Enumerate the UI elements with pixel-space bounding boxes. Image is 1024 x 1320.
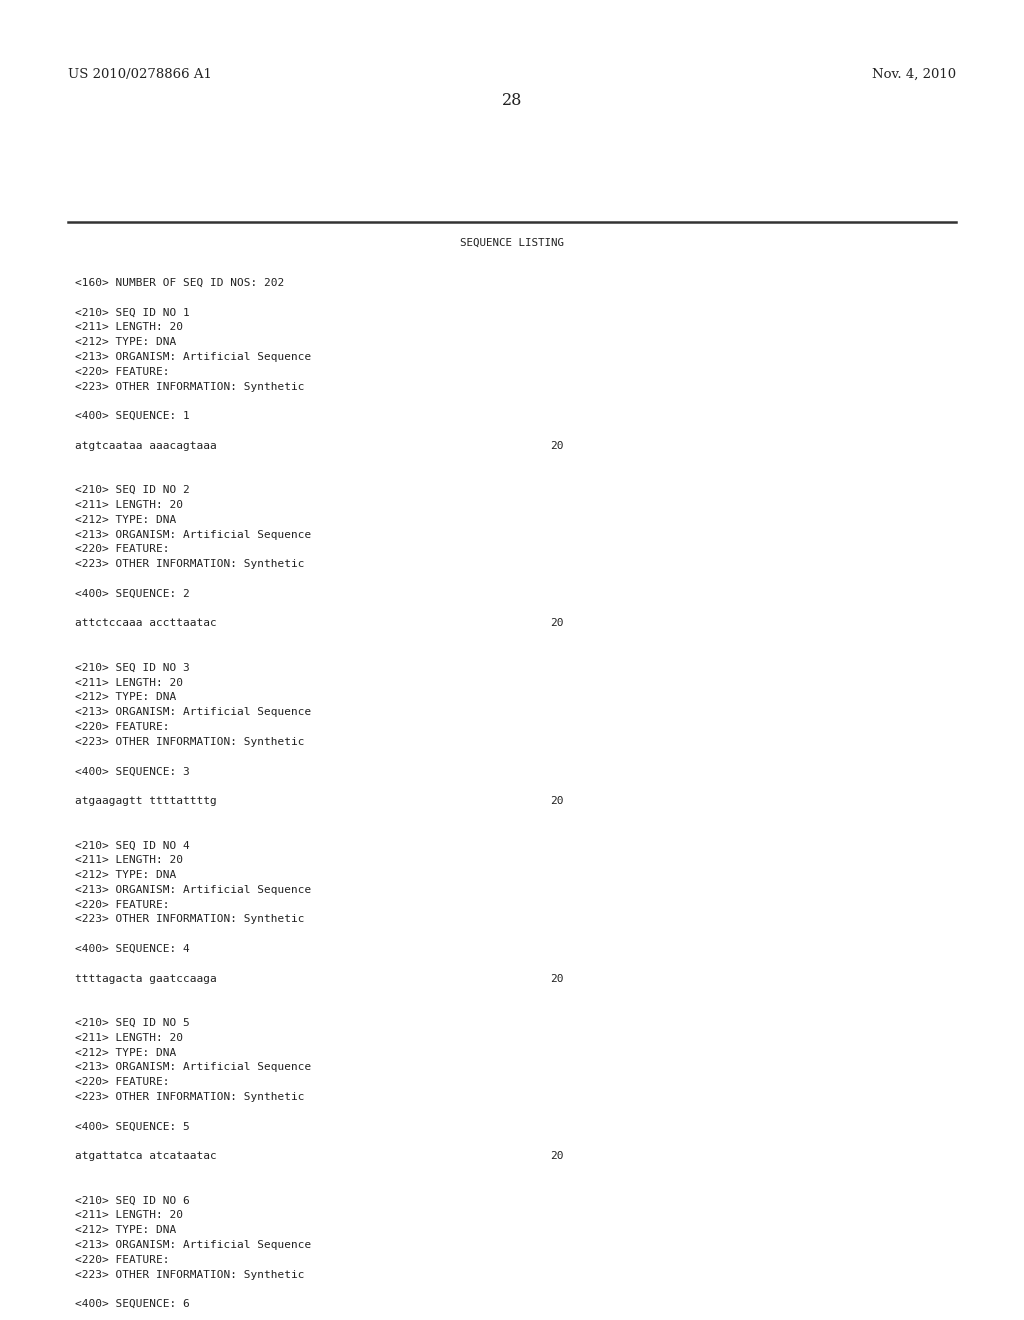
Text: <223> OTHER INFORMATION: Synthetic: <223> OTHER INFORMATION: Synthetic (75, 915, 304, 924)
Text: <220> FEATURE:: <220> FEATURE: (75, 900, 170, 909)
Text: <213> ORGANISM: Artificial Sequence: <213> ORGANISM: Artificial Sequence (75, 1239, 311, 1250)
Text: <211> LENGTH: 20: <211> LENGTH: 20 (75, 322, 183, 333)
Text: <212> TYPE: DNA: <212> TYPE: DNA (75, 337, 176, 347)
Text: <210> SEQ ID NO 5: <210> SEQ ID NO 5 (75, 1018, 189, 1028)
Text: 20: 20 (550, 1151, 563, 1162)
Text: <211> LENGTH: 20: <211> LENGTH: 20 (75, 1210, 183, 1221)
Text: atgattatca atcataatac: atgattatca atcataatac (75, 1151, 217, 1162)
Text: <160> NUMBER OF SEQ ID NOS: 202: <160> NUMBER OF SEQ ID NOS: 202 (75, 279, 285, 288)
Text: <213> ORGANISM: Artificial Sequence: <213> ORGANISM: Artificial Sequence (75, 884, 311, 895)
Text: <213> ORGANISM: Artificial Sequence: <213> ORGANISM: Artificial Sequence (75, 529, 311, 540)
Text: SEQUENCE LISTING: SEQUENCE LISTING (460, 238, 564, 248)
Text: <220> FEATURE:: <220> FEATURE: (75, 722, 170, 733)
Text: <223> OTHER INFORMATION: Synthetic: <223> OTHER INFORMATION: Synthetic (75, 560, 304, 569)
Text: <211> LENGTH: 20: <211> LENGTH: 20 (75, 677, 183, 688)
Text: <210> SEQ ID NO 4: <210> SEQ ID NO 4 (75, 841, 189, 850)
Text: <220> FEATURE:: <220> FEATURE: (75, 1255, 170, 1265)
Text: <223> OTHER INFORMATION: Synthetic: <223> OTHER INFORMATION: Synthetic (75, 1270, 304, 1279)
Text: <213> ORGANISM: Artificial Sequence: <213> ORGANISM: Artificial Sequence (75, 1063, 311, 1072)
Text: 28: 28 (502, 92, 522, 110)
Text: attctccaaa accttaatac: attctccaaa accttaatac (75, 618, 217, 628)
Text: <211> LENGTH: 20: <211> LENGTH: 20 (75, 1032, 183, 1043)
Text: atgaagagtt ttttattttg: atgaagagtt ttttattttg (75, 796, 217, 807)
Text: <400> SEQUENCE: 4: <400> SEQUENCE: 4 (75, 944, 189, 954)
Text: <212> TYPE: DNA: <212> TYPE: DNA (75, 870, 176, 880)
Text: <223> OTHER INFORMATION: Synthetic: <223> OTHER INFORMATION: Synthetic (75, 737, 304, 747)
Text: 20: 20 (550, 618, 563, 628)
Text: <400> SEQUENCE: 5: <400> SEQUENCE: 5 (75, 1122, 189, 1131)
Text: <220> FEATURE:: <220> FEATURE: (75, 1077, 170, 1088)
Text: <212> TYPE: DNA: <212> TYPE: DNA (75, 693, 176, 702)
Text: <400> SEQUENCE: 1: <400> SEQUENCE: 1 (75, 412, 189, 421)
Text: Nov. 4, 2010: Nov. 4, 2010 (871, 69, 956, 81)
Text: <211> LENGTH: 20: <211> LENGTH: 20 (75, 855, 183, 865)
Text: <400> SEQUENCE: 3: <400> SEQUENCE: 3 (75, 767, 189, 776)
Text: <400> SEQUENCE: 6: <400> SEQUENCE: 6 (75, 1299, 189, 1309)
Text: <213> ORGANISM: Artificial Sequence: <213> ORGANISM: Artificial Sequence (75, 352, 311, 362)
Text: 20: 20 (550, 974, 563, 983)
Text: <211> LENGTH: 20: <211> LENGTH: 20 (75, 500, 183, 510)
Text: <400> SEQUENCE: 2: <400> SEQUENCE: 2 (75, 589, 189, 599)
Text: <212> TYPE: DNA: <212> TYPE: DNA (75, 1225, 176, 1236)
Text: <213> ORGANISM: Artificial Sequence: <213> ORGANISM: Artificial Sequence (75, 708, 311, 717)
Text: <223> OTHER INFORMATION: Synthetic: <223> OTHER INFORMATION: Synthetic (75, 1092, 304, 1102)
Text: atgtcaataa aaacagtaaa: atgtcaataa aaacagtaaa (75, 441, 217, 451)
Text: US 2010/0278866 A1: US 2010/0278866 A1 (68, 69, 212, 81)
Text: <212> TYPE: DNA: <212> TYPE: DNA (75, 1048, 176, 1057)
Text: 20: 20 (550, 441, 563, 451)
Text: <212> TYPE: DNA: <212> TYPE: DNA (75, 515, 176, 525)
Text: 20: 20 (550, 796, 563, 807)
Text: <210> SEQ ID NO 1: <210> SEQ ID NO 1 (75, 308, 189, 318)
Text: <220> FEATURE:: <220> FEATURE: (75, 367, 170, 376)
Text: <210> SEQ ID NO 2: <210> SEQ ID NO 2 (75, 486, 189, 495)
Text: <223> OTHER INFORMATION: Synthetic: <223> OTHER INFORMATION: Synthetic (75, 381, 304, 392)
Text: <210> SEQ ID NO 6: <210> SEQ ID NO 6 (75, 1196, 189, 1205)
Text: <210> SEQ ID NO 3: <210> SEQ ID NO 3 (75, 663, 189, 673)
Text: <220> FEATURE:: <220> FEATURE: (75, 544, 170, 554)
Text: ttttagacta gaatccaaga: ttttagacta gaatccaaga (75, 974, 217, 983)
